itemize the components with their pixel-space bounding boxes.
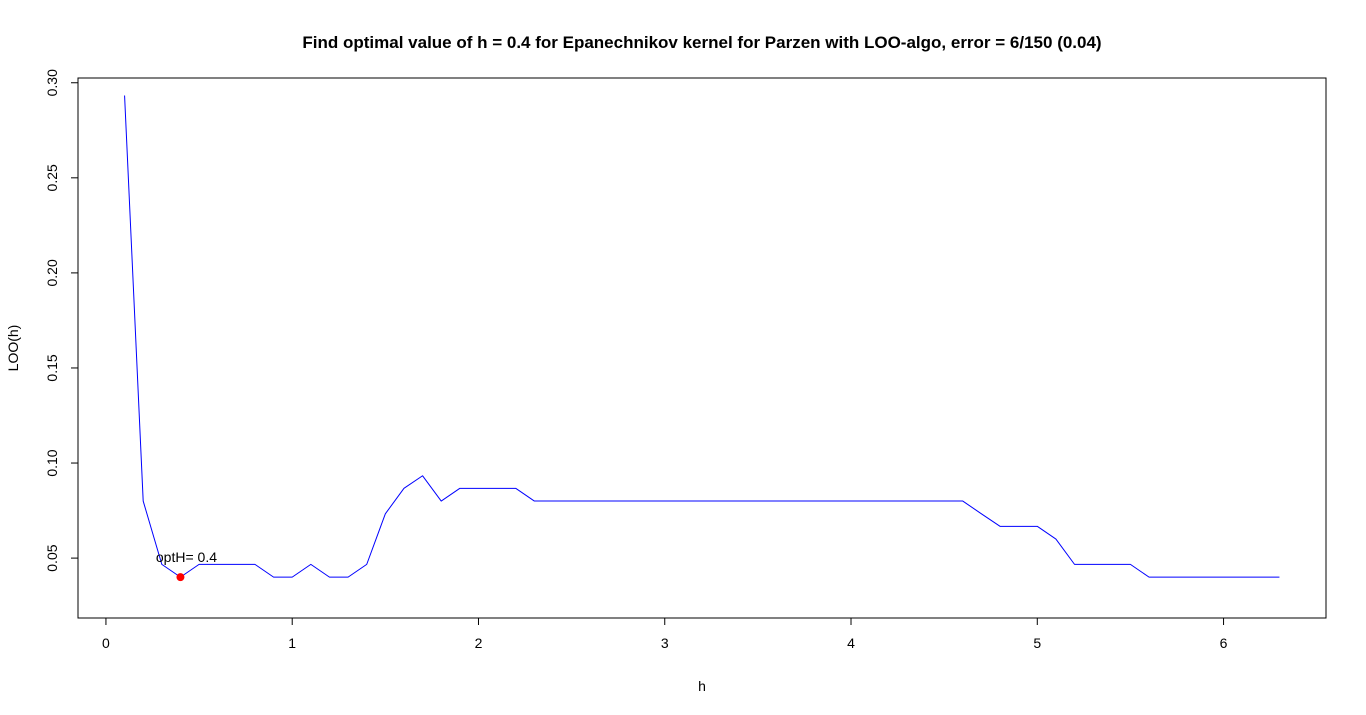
y-tick-label: 0.20 [44,259,60,286]
y-tick-label: 0.05 [44,544,60,571]
y-axis-label: LOO(h) [5,325,21,372]
optimum-point [176,573,185,582]
optimum-label: optH= 0.4 [156,549,217,565]
x-tick-label: 1 [288,635,296,651]
x-axis: 0 1 2 3 4 5 6 [102,617,1228,651]
plot-frame [77,77,1327,619]
annotation-layer: optH= 0.4 [156,549,217,565]
chart-title: Find optimal value of h = 0.4 for Epanec… [302,33,1101,52]
y-tick-label: 0.25 [44,164,60,191]
x-tick-label: 5 [1033,635,1041,651]
x-tick-label: 3 [661,635,669,651]
y-tick-label: 0.30 [44,69,60,96]
x-tick-label: 0 [102,635,110,651]
x-tick-label: 2 [475,635,483,651]
x-tick-label: 6 [1220,635,1228,651]
loo-series-line [124,95,1280,578]
series-layer [124,95,1280,582]
x-axis-label: h [698,678,706,694]
y-tick-label: 0.10 [44,449,60,476]
x-tick-label: 4 [847,635,855,651]
y-tick-label: 0.15 [44,354,60,381]
y-axis: 0.05 0.10 0.15 0.20 0.25 0.30 [44,69,79,572]
